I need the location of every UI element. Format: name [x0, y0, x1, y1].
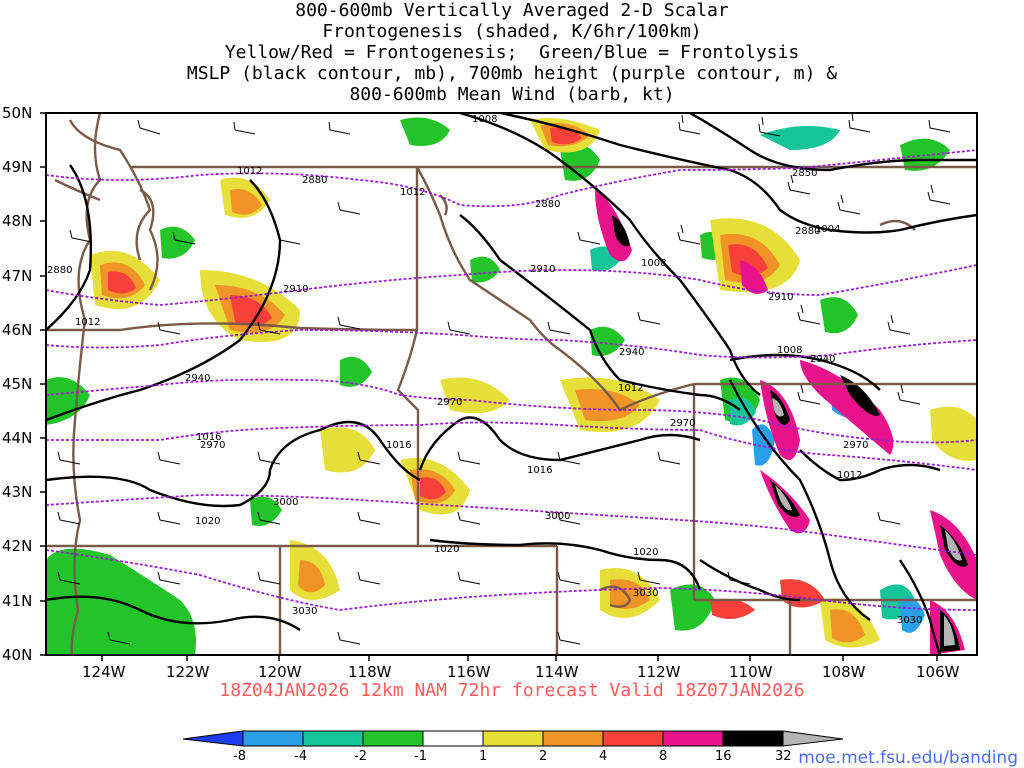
colorbar-label: -8 — [233, 749, 246, 764]
lat-label: 46N — [2, 321, 32, 339]
title-line-5: 800-600mb Mean Wind (barb, kt) — [349, 84, 675, 105]
height-label: 2850 — [792, 168, 817, 179]
mslp-contours — [46, 113, 977, 655]
colorbar-labels: -8 -4 -2 -1 1 2 4 8 16 32 — [233, 749, 792, 764]
mslp-label: 1012 — [400, 187, 425, 198]
mslp-label: 1016 — [196, 432, 221, 443]
wind-barbs — [57, 113, 951, 645]
title-line-2: Frontogenesis (shaded, K/6hr/100km) — [322, 21, 702, 42]
mslp-label: 1008 — [777, 345, 802, 356]
lon-label: 106W — [916, 663, 960, 681]
mslp-label: 1012 — [75, 317, 100, 328]
height-label: 2910 — [530, 264, 555, 275]
height-contours — [46, 149, 977, 611]
title-line-3: Yellow/Red = Frontogenesis; Green/Blue =… — [224, 42, 800, 63]
lat-label: 48N — [2, 212, 32, 230]
mslp-label: 1004 — [815, 224, 840, 235]
lat-label: 50N — [2, 104, 32, 122]
height-label: 3000 — [273, 497, 298, 508]
colorbar-label: -4 — [294, 749, 307, 764]
lon-label: 120W — [258, 663, 302, 681]
title-line-4: MSLP (black contour, mb), 700mb height (… — [186, 63, 838, 84]
lon-label: 118W — [348, 663, 392, 681]
map-content — [46, 113, 977, 655]
height-label: 2970 — [843, 440, 868, 451]
colorbar-label: 8 — [659, 749, 667, 764]
height-label: 2940 — [810, 354, 835, 365]
lat-label: 47N — [2, 267, 32, 285]
height-label: 2880 — [47, 265, 72, 276]
mslp-labels: 1008 1012 1012 1012 1008 1004 1008 1012 … — [75, 114, 862, 558]
height-label: 3030 — [292, 606, 317, 617]
lon-label: 114W — [535, 663, 579, 681]
mslp-label: 1020 — [633, 547, 658, 558]
lat-label: 40N — [2, 646, 32, 664]
mslp-label: 1020 — [434, 544, 459, 555]
height-label: 2970 — [200, 440, 225, 451]
mslp-label: 1020 — [195, 516, 220, 527]
mslp-label: 1012 — [618, 383, 643, 394]
colorbar-label: 2 — [539, 749, 547, 764]
lat-label: 42N — [2, 537, 32, 555]
colorbar-label: 1 — [479, 749, 487, 764]
colorbar-label: 16 — [715, 749, 732, 764]
colorbar-label: -1 — [414, 749, 427, 764]
colorbar-label: -2 — [354, 749, 367, 764]
credit-link[interactable]: moe.met.fsu.edu/banding — [798, 748, 1018, 768]
lat-axis — [40, 112, 46, 656]
height-label: 3030 — [897, 615, 922, 626]
height-label: 2910 — [768, 292, 793, 303]
lon-axis — [101, 655, 938, 661]
height-label: 2970 — [670, 418, 695, 429]
lat-labels: 50N 49N 48N 47N 46N 45N 44N 43N 42N 41N … — [2, 104, 32, 664]
mslp-label: 1012 — [237, 166, 262, 177]
height-label: 2880 — [302, 175, 327, 186]
lon-label: 124W — [82, 663, 126, 681]
colorbar-label: 32 — [775, 749, 792, 764]
height-label: 2940 — [185, 373, 210, 384]
mslp-label: 1016 — [386, 440, 411, 451]
height-label: 3030 — [633, 588, 658, 599]
title-line-1: 800-600mb Vertically Averaged 2-D Scalar — [295, 0, 729, 21]
mslp-label: 1016 — [527, 465, 552, 476]
height-label: 2910 — [283, 284, 308, 295]
colorbar — [182, 730, 844, 747]
lon-label: 108W — [822, 663, 866, 681]
height-label: 3000 — [545, 511, 570, 522]
height-label: 2880 — [795, 226, 820, 237]
lat-label: 44N — [2, 429, 32, 447]
mslp-label: 1008 — [641, 258, 666, 269]
height-label: 2970 — [437, 397, 462, 408]
height-labels: 2880 2880 2880 2850 2880 2910 2910 2910 … — [47, 168, 922, 626]
lat-label: 49N — [2, 158, 32, 176]
height-label: 2940 — [619, 347, 644, 358]
lat-label: 43N — [2, 483, 32, 501]
lon-labels: 124W 122W 120W 118W 116W 114W 112W 110W … — [82, 663, 960, 681]
colorbar-label: 4 — [599, 749, 607, 764]
height-label: 2880 — [535, 199, 560, 210]
valid-time-line: 18Z04JAN2026 12km NAM 72hr forecast Vali… — [219, 680, 805, 701]
frontogenesis-extreme-cores — [612, 215, 968, 652]
mslp-label: 1012 — [837, 470, 862, 481]
mslp-label: 1008 — [472, 114, 497, 125]
frontogenesis-shading — [46, 117, 977, 655]
lon-label: 110W — [729, 663, 773, 681]
lon-label: 116W — [447, 663, 491, 681]
lat-label: 45N — [2, 375, 32, 393]
lat-label: 41N — [2, 592, 32, 610]
lon-label: 122W — [166, 663, 210, 681]
map-title: 800-600mb Vertically Averaged 2-D Scalar… — [0, 0, 1024, 105]
lon-label: 112W — [637, 663, 681, 681]
